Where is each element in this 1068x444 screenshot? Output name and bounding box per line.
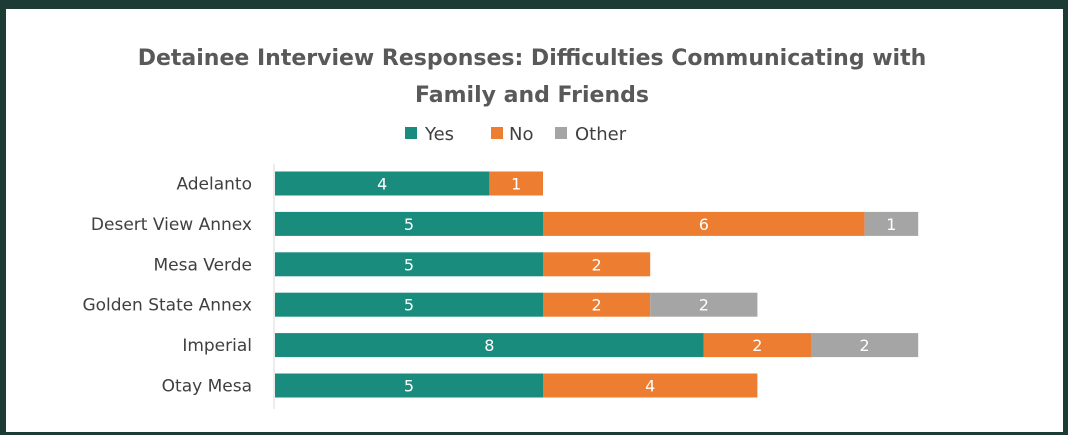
data-label-mesa-verde-yes: 5 (404, 255, 414, 274)
chart-title-line-2: Family and Friends (415, 83, 649, 108)
bar-golden-state-annex-no (543, 292, 651, 317)
category-label-otay-mesa: Otay Mesa (162, 377, 252, 397)
plot-area: Adelanto 4 1 Desert View Annex 5 6 1 Mesa Verde… (82, 171, 919, 398)
legend-swatch-other (555, 127, 567, 139)
data-label-golden-state-annex-no: 2 (592, 296, 602, 315)
legend-label-yes: Yes (424, 124, 454, 145)
data-label-desert-view-annex-no: 6 (699, 215, 709, 234)
bar-golden-state-annex-other (650, 292, 758, 317)
data-label-mesa-verde-no: 2 (592, 255, 602, 274)
bar-otay-mesa-no (543, 373, 758, 398)
category-label-golden-state-annex: Golden State Annex (82, 296, 252, 316)
data-label-otay-mesa-yes: 5 (404, 377, 414, 396)
bar-adelanto-yes (275, 171, 490, 196)
data-label-desert-view-annex-other: 1 (886, 215, 896, 234)
bar-imperial-other (811, 333, 919, 358)
bar-mesa-verde-no (543, 252, 651, 277)
bar-mesa-verde-yes (275, 252, 543, 277)
legend-label-other: Other (575, 124, 627, 145)
legend-swatch-no (491, 127, 503, 139)
legend-swatch-yes (405, 127, 417, 139)
category-label-mesa-verde: Mesa Verde (153, 255, 252, 275)
bar-desert-view-annex-no (543, 211, 865, 236)
bar-golden-state-annex-yes (275, 292, 543, 317)
bar-otay-mesa-yes (275, 373, 543, 398)
category-label-imperial: Imperial (182, 336, 252, 356)
bar-imperial-yes (275, 333, 704, 358)
data-label-imperial-no: 2 (752, 336, 762, 355)
chart-title-line-1: Detainee Interview Responses: Difficulti… (138, 46, 927, 71)
bar-desert-view-annex-other (864, 211, 919, 236)
data-label-imperial-other: 2 (860, 336, 870, 355)
bar-adelanto-no (489, 171, 543, 196)
category-label-desert-view-annex: Desert View Annex (91, 215, 252, 235)
data-label-adelanto-no: 1 (511, 175, 521, 194)
legend: Yes No Other (405, 124, 627, 145)
data-label-golden-state-annex-other: 2 (699, 296, 709, 315)
chart-frame: Detainee Interview Responses: Difficulti… (0, 0, 1068, 435)
data-label-desert-view-annex-yes: 5 (404, 215, 414, 234)
data-label-adelanto-yes: 4 (377, 175, 387, 194)
bar-desert-view-annex-yes (275, 211, 543, 236)
legend-label-no: No (509, 124, 533, 145)
chart-canvas: Detainee Interview Responses: Difficulti… (82, 46, 927, 409)
data-label-golden-state-annex-yes: 5 (404, 296, 414, 315)
data-label-imperial-yes: 8 (484, 336, 494, 355)
bar-imperial-no (703, 333, 811, 358)
data-label-otay-mesa-no: 4 (645, 377, 655, 396)
category-label-adelanto: Adelanto (176, 175, 252, 195)
